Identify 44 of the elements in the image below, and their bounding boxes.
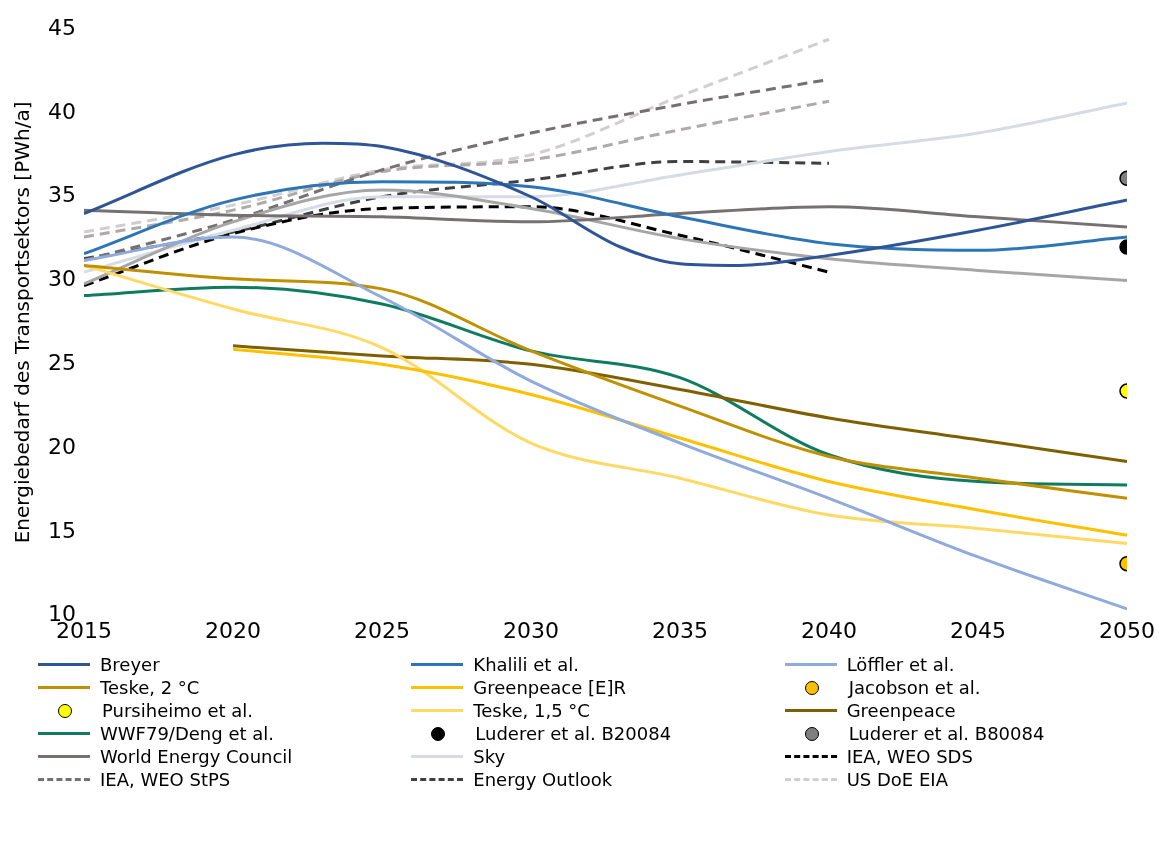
x-tick-label: 2040 [801,617,857,643]
legend-label: Greenpeace [E]R [473,677,626,698]
legend-label: IEA, WEO SDS [846,746,973,767]
line-series [231,347,1128,537]
legend-label: Breyer [100,654,160,675]
line-series [83,160,831,261]
legend-label: Teske, 1,5 °C [473,700,590,721]
line-series [83,141,1128,267]
legend-label: IEA, WEO StPS [100,769,231,790]
legend-label: Luderer et al. B20084 [475,723,672,744]
legend-label: Löffler et al. [846,654,955,675]
line-series [83,188,1128,286]
line-series [83,205,831,288]
x-tick-label: 2050 [1099,617,1156,643]
legend-label: Greenpeace [846,700,956,721]
y-tick-label: 45 [47,14,76,40]
legend-label: US DoE EIA [846,769,948,790]
legend-label: WWF79/Deng et al. [100,723,275,744]
y-tick-label: 40 [47,98,76,124]
legend-label: Jacobson et al. [848,677,981,698]
y-tick-label: 25 [47,350,76,375]
line-series [83,180,1128,256]
x-tick-label: 2035 [652,617,708,643]
legend-label: World Energy Council [100,746,293,767]
line-series [83,235,1128,611]
line-series [83,99,831,239]
line-series [231,344,1128,463]
y-axis-title: Energiebedarf des Transportsektors [PWh/a] [10,101,35,544]
x-tick-label: 2045 [950,617,1006,643]
line-series [83,37,831,234]
y-tick-label: 20 [47,433,76,459]
y-tick-label: 15 [47,517,76,543]
y-tick-label: 35 [47,182,76,208]
legend-label: Khalili et al. [473,654,579,675]
legend-label: Pursiheimo et al. [102,700,254,721]
x-tick-label: 2020 [205,617,261,643]
legend-label: Luderer et al. B80084 [848,723,1045,744]
legend-label: Energy Outlook [473,769,613,790]
legend-label: Sky [473,746,506,767]
line-series [83,101,1128,274]
x-tick-label: 2030 [503,617,559,643]
x-tick-label: 2025 [354,617,410,643]
legend-label: Teske, 2 °C [100,677,200,698]
y-tick-label: 30 [47,266,76,292]
